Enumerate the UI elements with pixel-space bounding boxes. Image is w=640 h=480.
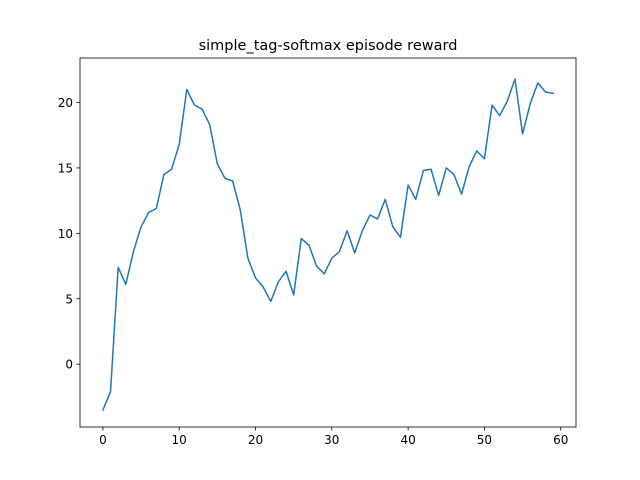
plot-area: 0 10 20 30 40 50 60 0 5 10 15 20 xyxy=(58,57,577,447)
axes-frame xyxy=(79,57,577,428)
x-tick-label: 50 xyxy=(477,433,492,447)
y-tick-label: 5 xyxy=(65,292,73,306)
x-tick-label: 60 xyxy=(553,433,568,447)
y-tick-label: 10 xyxy=(58,227,73,241)
x-tick-label: 0 xyxy=(99,433,107,447)
x-tick-label: 30 xyxy=(324,433,339,447)
y-tick-label: 20 xyxy=(58,96,73,110)
chart-title: simple_tag-softmax episode reward xyxy=(199,38,458,54)
x-tick-label: 20 xyxy=(248,433,263,447)
y-tick-label: 15 xyxy=(58,161,73,175)
y-tick-label: 0 xyxy=(65,358,73,372)
x-tick-label: 10 xyxy=(172,433,187,447)
x-tick-label: 40 xyxy=(400,433,415,447)
series-line-0 xyxy=(101,78,554,411)
